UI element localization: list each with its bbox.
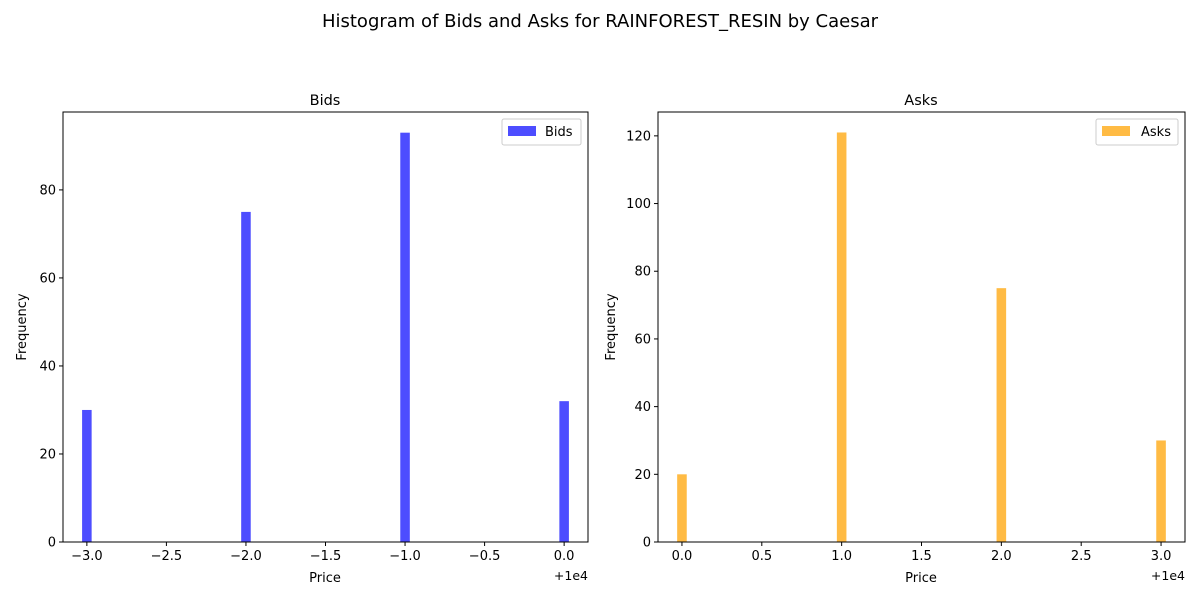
bids-legend: Bids — [501, 118, 582, 146]
asks-panel: Asks 0 20 40 60 80 100 120 0.0 0.5 1.0 1.5 2.0 2.5 3… — [604, 93, 1186, 586]
asks-x-tick-label: 0.5 — [751, 549, 772, 564]
asks-bar — [836, 132, 847, 542]
bids-legend-label: Bids — [545, 125, 573, 140]
asks-legend-label: Asks — [1141, 125, 1171, 140]
bids-bar — [400, 132, 410, 542]
asks-axes-frame — [657, 111, 1186, 543]
bids-panel: Bids 0 20 40 60 80 −3.0 −2.5 −2.0 −1.5 −1.0 −0.5 0… — [15, 93, 589, 586]
bids-x-tick-label: −3.0 — [71, 549, 103, 564]
asks-bar — [1156, 440, 1166, 542]
asks-y-tick-label: 100 — [626, 197, 651, 212]
asks-x-axis-label: Price — [905, 571, 937, 586]
asks-legend-box — [1095, 118, 1179, 146]
bids-bar — [241, 211, 251, 542]
asks-y-tick-label: 60 — [634, 332, 651, 347]
asks-x-tick-label: 1.0 — [831, 549, 852, 564]
asks-x-tick-label: 2.5 — [1071, 549, 1092, 564]
asks-y-tick-label: 20 — [634, 468, 651, 483]
asks-legend: Asks — [1095, 118, 1179, 146]
asks-x-tick-label: 1.5 — [911, 549, 932, 564]
bids-bar — [82, 409, 92, 542]
asks-y-tick-label: 80 — [634, 265, 651, 280]
bids-x-tick-label: −2.0 — [230, 549, 262, 564]
bids-y-tick-label: 40 — [39, 359, 56, 374]
asks-x-tick-label: 3.0 — [1151, 549, 1172, 564]
bids-legend-box — [501, 118, 582, 146]
bids-x-tick-label: −0.5 — [469, 549, 501, 564]
bids-y-tick-label: 80 — [39, 183, 56, 198]
bids-legend-swatch — [508, 126, 536, 136]
asks-y-tick-label: 40 — [634, 400, 651, 415]
asks-legend-swatch — [1102, 126, 1130, 136]
bids-x-tick-label: −1.0 — [389, 549, 421, 564]
asks-y-tick-label: 0 — [643, 536, 651, 551]
asks-x-tick-label: 2.0 — [991, 549, 1012, 564]
asks-x-offset-label: +1e4 — [1151, 568, 1185, 583]
asks-x-tick-label: 0.0 — [672, 549, 693, 564]
asks-bar — [677, 474, 687, 542]
asks-title: Asks — [904, 93, 937, 109]
bids-title: Bids — [310, 93, 341, 109]
bids-x-axis-label: Price — [309, 571, 341, 586]
bids-x-offset-label: +1e4 — [554, 568, 588, 583]
bids-bar — [559, 401, 569, 542]
bids-y-axis-label: Frequency — [15, 293, 30, 360]
asks-y-tick-label: 120 — [626, 129, 651, 144]
bids-x-tick-label: −1.5 — [310, 549, 342, 564]
bids-x-tick-label: −2.5 — [151, 549, 183, 564]
figure-suptitle: Histogram of Bids and Asks for RAINFORES… — [322, 11, 879, 32]
bids-y-tick-label: 20 — [39, 447, 56, 462]
asks-bar — [996, 288, 1007, 542]
bids-y-tick-label: 60 — [39, 271, 56, 286]
bids-axes-frame — [62, 111, 589, 543]
bids-x-tick-label: 0.0 — [554, 549, 575, 564]
asks-y-axis-label: Frequency — [604, 293, 619, 360]
bids-y-tick-label: 0 — [48, 536, 56, 551]
